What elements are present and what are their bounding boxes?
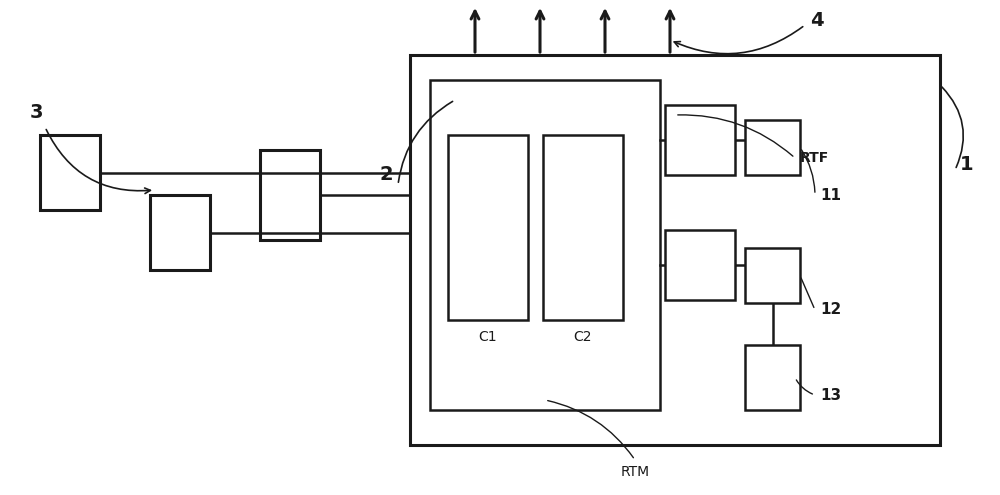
Bar [543,135,623,320]
Bar [410,55,940,445]
Bar [150,195,210,270]
Bar [665,105,735,175]
Bar [745,345,800,410]
Text: 12: 12 [820,302,841,317]
Bar [260,150,320,240]
Text: 3: 3 [30,102,44,121]
Bar [40,135,100,210]
Text: 1: 1 [960,155,974,175]
Text: RTF: RTF [800,151,829,165]
Text: 4: 4 [810,10,824,30]
Text: 13: 13 [820,388,841,402]
Bar [745,248,800,303]
Bar [745,120,800,175]
Text: C1: C1 [479,330,497,344]
Text: RTM: RTM [620,465,650,479]
Text: C2: C2 [574,330,592,344]
Text: 2: 2 [379,165,393,185]
Bar [430,80,660,410]
Bar [665,230,735,300]
Text: 11: 11 [820,188,841,202]
Bar [448,135,528,320]
